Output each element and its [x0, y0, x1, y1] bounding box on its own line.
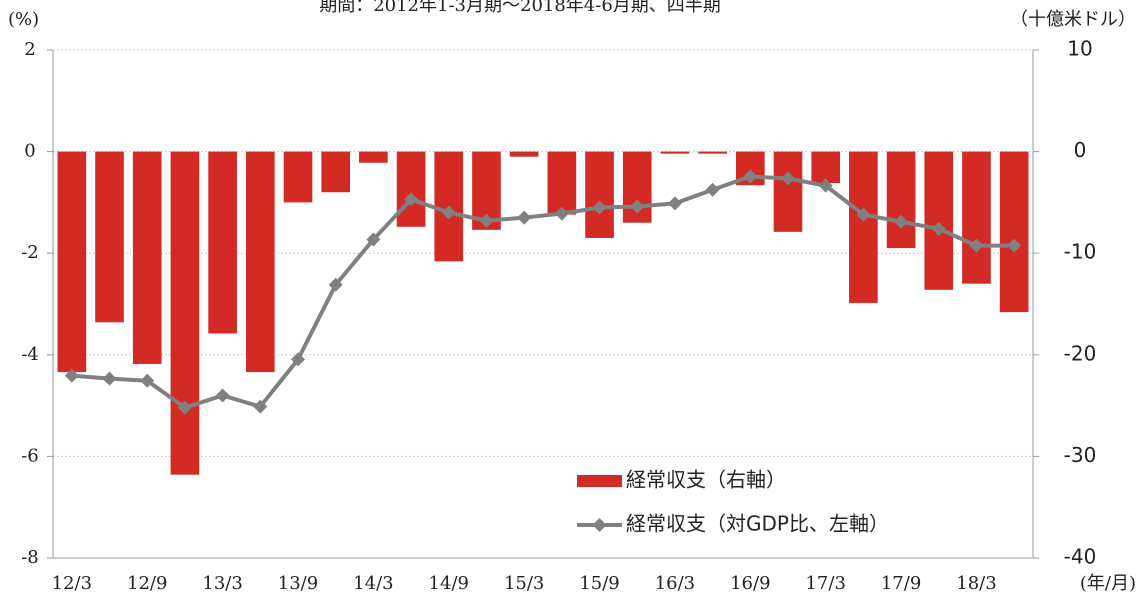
bar: [547, 151, 577, 215]
bar: [698, 151, 727, 154]
legend-swatch: [592, 518, 607, 532]
x-tick-label: 15/9: [579, 573, 619, 594]
marker: [441, 205, 456, 220]
legend-swatch: [577, 475, 622, 487]
x-tick-label: 16/3: [655, 573, 695, 594]
marker: [328, 277, 343, 292]
y-tick-label: -6: [21, 445, 39, 466]
marker: [253, 399, 268, 414]
x-tick-label: 17/9: [881, 573, 921, 594]
marker: [102, 371, 117, 386]
marker: [215, 388, 230, 403]
bar: [999, 151, 1029, 313]
x-tick-label: 13/9: [278, 573, 318, 594]
marker: [366, 232, 381, 247]
legend-label: 経常収支（右軸）: [626, 468, 786, 492]
marker: [705, 182, 720, 197]
x-tick-label: 14/9: [429, 573, 469, 594]
y-tick-label: 2: [24, 39, 35, 60]
marker: [667, 196, 682, 211]
bar: [585, 151, 614, 238]
marker: [291, 352, 305, 367]
bar: [245, 151, 275, 373]
bar: [321, 151, 351, 193]
x-tick-label: 12/3: [52, 573, 92, 594]
marker: [818, 178, 833, 193]
marker: [1007, 238, 1022, 253]
y2-tick-label: -30: [1064, 443, 1097, 467]
y2-tick-label: 10: [1067, 37, 1092, 61]
marker: [64, 368, 79, 383]
x-tick-label: 17/3: [805, 573, 845, 594]
bar: [57, 151, 87, 373]
y2-tick-label: -40: [1064, 545, 1097, 569]
y2-tick-label: -20: [1064, 341, 1097, 365]
bar: [962, 151, 991, 284]
marker: [931, 221, 946, 236]
y-tick-label: -2: [21, 242, 39, 263]
bar: [170, 151, 200, 475]
marker: [404, 192, 419, 207]
line: [71, 174, 1015, 410]
marker: [554, 206, 569, 221]
marker: [140, 373, 155, 388]
bar: [208, 151, 237, 334]
y2-tick-label: 0: [1074, 138, 1087, 162]
y-axis-label: (%): [8, 9, 39, 30]
x-tick-label: 18/3: [956, 573, 996, 594]
marker: [517, 210, 532, 225]
bar: [283, 151, 313, 203]
y-tick-label: -4: [21, 344, 39, 365]
bar: [886, 151, 916, 249]
marker: [856, 207, 871, 222]
x-tick-label: 13/3: [202, 573, 242, 594]
bar: [95, 151, 124, 323]
marker: [479, 213, 494, 228]
bar: [396, 151, 426, 227]
bar: [811, 151, 841, 184]
marker: [894, 214, 909, 229]
x-tick-label: 14/3: [353, 573, 393, 594]
bar: [849, 151, 878, 303]
marker: [630, 199, 645, 214]
bar: [660, 151, 690, 154]
marker: [781, 171, 795, 186]
legend-label: 経常収支（対GDP比、左軸）: [626, 512, 889, 536]
bar: [132, 151, 162, 364]
y-tick-label: -8: [21, 547, 39, 568]
x-tick-label: 15/3: [504, 573, 544, 594]
y2-axis-label: （十億米ドル）: [1010, 9, 1136, 30]
marker: [969, 238, 984, 253]
marker: [743, 169, 758, 184]
marker: [592, 200, 607, 215]
x-tick-label: 16/9: [730, 573, 770, 594]
bar: [773, 151, 803, 232]
bar: [924, 151, 954, 290]
bar: [359, 151, 388, 163]
y-tick-label: 0: [24, 141, 35, 162]
bar: [509, 151, 539, 157]
y2-tick-label: -10: [1064, 240, 1097, 264]
x-tick-label: 12/9: [127, 573, 167, 594]
chart-title: 期間：2012年1-3月期～2018年4-6月期、四半期: [319, 0, 721, 16]
marker: [177, 400, 192, 415]
x-axis-label: (年/月): [1080, 573, 1136, 594]
